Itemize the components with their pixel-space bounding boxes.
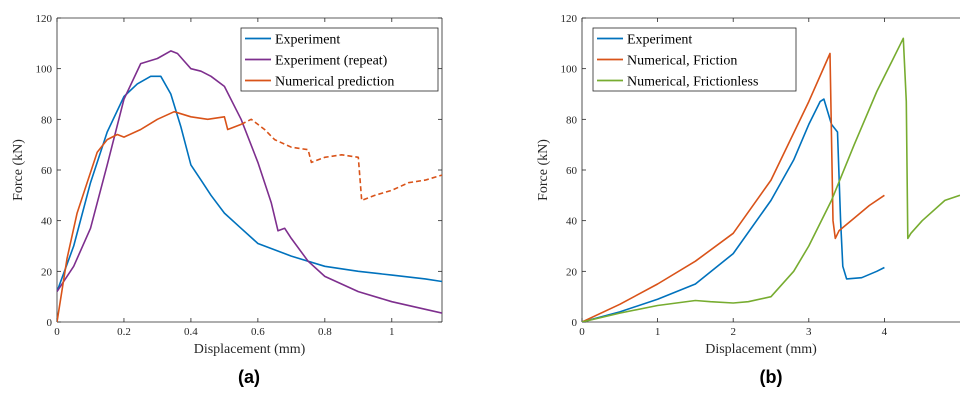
legend: Experiment Experiment (repeat) Numerical p… [240, 27, 439, 92]
legend-entry: Experiment (repeat) [275, 54, 388, 69]
x-tick-label: 3 [806, 326, 812, 338]
series-line-experiment-repeat [57, 50, 442, 314]
legend-entry: Numerical, Frictionless [627, 75, 758, 90]
legend-entry: Numerical, Friction [627, 54, 737, 69]
series-line-experiment [57, 75, 442, 292]
legend: Experiment Numerical, Friction Numerical, … [592, 27, 797, 92]
y-tick-label: 40 [566, 216, 578, 228]
x-tick-label: 0.8 [318, 326, 332, 338]
x-axis-label: Displacement (mm) [194, 342, 306, 357]
x-tick-label: 1 [655, 326, 661, 338]
chart-panel-a: 0 0.2 0.4 0.6 0.8 1 0 20 40 60 80 100 120 Displacemen… [11, 13, 443, 387]
y-tick-label: 20 [41, 266, 53, 278]
legend-entry: Experiment [275, 33, 340, 48]
x-tick-label: 0.2 [117, 326, 131, 338]
y-tick-label: 100 [36, 64, 53, 76]
series-line-numerical-frictionless [582, 37, 960, 322]
x-tick-label: 0.6 [251, 326, 265, 338]
series-line-numerical-friction [582, 52, 885, 322]
x-tick-label: 0 [54, 326, 60, 338]
x-tick-label: 1 [389, 326, 395, 338]
x-tick-label: 4 [882, 326, 888, 338]
y-axis-label: Force (kN) [536, 139, 551, 201]
x-axis-label: Displacement (mm) [705, 342, 817, 357]
legend-entry: Numerical prediction [275, 75, 394, 90]
x-tick-label: 0 [579, 326, 585, 338]
series-line-experiment [582, 98, 885, 322]
series-group [582, 37, 960, 322]
series-line-numerical-prediction-dashed [240, 118, 442, 202]
x-tick-label: 2 [730, 326, 736, 338]
x-tick-label: 0.4 [184, 326, 198, 338]
y-tick-label: 100 [561, 64, 578, 76]
legend-entry: Experiment [627, 33, 692, 48]
y-tick-label: 80 [41, 114, 53, 126]
panel-label: (a) [238, 367, 260, 387]
y-tick-label: 0 [572, 317, 578, 329]
y-tick-label: 60 [41, 165, 53, 177]
y-tick-label: 0 [47, 317, 53, 329]
y-tick-label: 60 [566, 165, 578, 177]
y-tick-label: 80 [566, 114, 578, 126]
y-tick-label: 120 [561, 13, 578, 25]
legend-box [240, 27, 439, 92]
y-axis-label: Force (kN) [11, 139, 26, 201]
series-group [57, 50, 442, 322]
y-tick-label: 20 [566, 266, 578, 278]
panel-label: (b) [760, 367, 783, 387]
y-tick-label: 40 [41, 216, 53, 228]
y-tick-label: 120 [36, 13, 53, 25]
series-line-numerical-prediction [57, 110, 242, 322]
legend-box [592, 27, 797, 92]
